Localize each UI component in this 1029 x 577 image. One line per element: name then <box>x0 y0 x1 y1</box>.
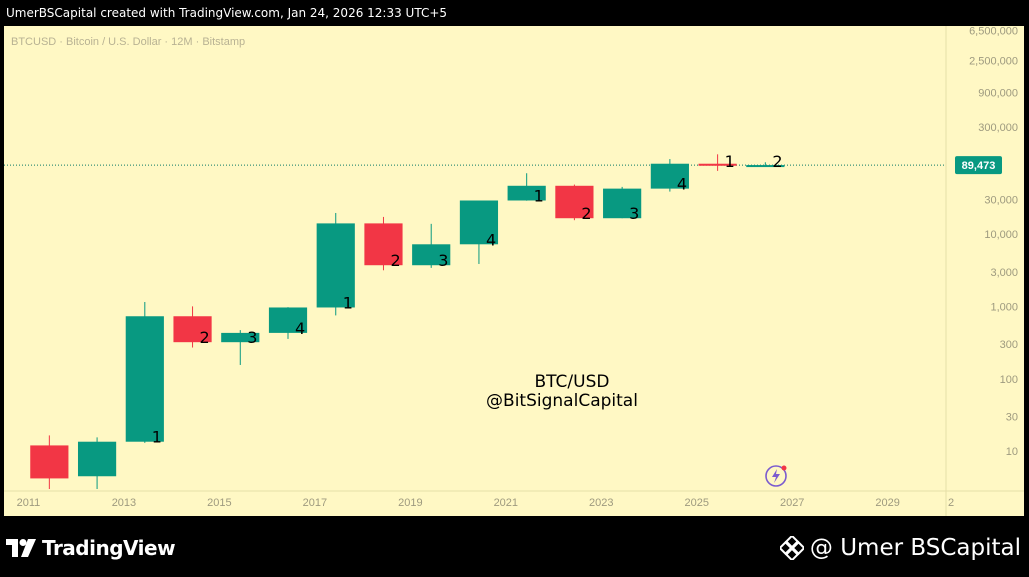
y-tick-label: 6,500,000 <box>969 26 1018 37</box>
y-tick-label: 30,000 <box>984 194 1018 206</box>
wave-count-label: 2 <box>581 204 591 223</box>
chart-title: BTCUSD · Bitcoin / U.S. Dollar · 12M · B… <box>11 36 245 48</box>
wave-count-label: 4 <box>295 319 305 338</box>
candle-body[interactable] <box>555 185 594 219</box>
y-tick-label: 100 <box>1000 374 1018 386</box>
y-tick-label: 10,000 <box>984 229 1018 241</box>
candle-body[interactable] <box>268 307 308 333</box>
y-tick-label: 900,000 <box>978 87 1018 99</box>
last-price-label: 89,473 <box>962 160 996 172</box>
y-tick-label: 30 <box>1006 412 1018 424</box>
tradingview-logo-icon <box>6 539 36 557</box>
wave-count-label: 3 <box>629 204 639 223</box>
x-tick-label: 2025 <box>684 497 708 509</box>
candlestick-chart[interactable]: BTCUSD · Bitcoin / U.S. Dollar · 12M · B… <box>4 26 1024 516</box>
x-tick-label: 2019 <box>398 497 422 509</box>
x-tick-label: 2011 <box>17 497 41 509</box>
header-credit: UmerBSCapital created with TradingView.c… <box>6 6 448 20</box>
x-tick-label: 2017 <box>303 497 327 509</box>
candle-body[interactable] <box>603 188 642 219</box>
x-tick-label: 2023 <box>589 497 613 509</box>
wave-count-label: 4 <box>486 230 496 249</box>
x-tick-label: 2013 <box>112 497 136 509</box>
wave-count-label: 1 <box>725 152 735 171</box>
wave-count-label: 2 <box>390 251 400 270</box>
wave-count-label: 1 <box>152 428 162 447</box>
last-price-tag <box>955 156 1002 175</box>
candle-body[interactable] <box>507 185 546 201</box>
candle-body[interactable] <box>316 223 355 308</box>
x-tick-label: 2027 <box>780 497 804 509</box>
candle-body[interactable] <box>125 316 164 442</box>
chart-frame: BTCUSD · Bitcoin / U.S. Dollar · 12M · B… <box>4 26 1024 516</box>
y-tick-label: 3,000 <box>990 267 1018 279</box>
candle-body[interactable] <box>746 165 785 168</box>
wave-count-label: 3 <box>438 251 448 270</box>
candle-body[interactable] <box>30 445 69 479</box>
tradingview-logo[interactable]: TradingView <box>6 536 176 560</box>
y-tick-label: 2,500,000 <box>969 55 1018 67</box>
footer-bar: TradingView @ Umer BSCapital <box>0 517 1029 577</box>
x-tick-label: 2 <box>948 497 954 509</box>
brand-watermark: @ Umer BSCapital <box>779 535 1021 561</box>
candle-body[interactable] <box>412 244 451 266</box>
candle-body[interactable] <box>221 332 260 343</box>
wave-count-label: 2 <box>200 328 210 347</box>
wave-count-label: 4 <box>677 175 687 194</box>
y-tick-label: 1,000 <box>990 301 1018 313</box>
assistant-sparkle-icon[interactable] <box>765 465 787 487</box>
candle-body[interactable] <box>459 200 499 245</box>
y-tick-label: 10 <box>1006 446 1018 458</box>
x-tick-label: 2029 <box>875 497 899 509</box>
watermark-handle: @BitSignalCapital <box>486 391 638 411</box>
wave-count-label: 1 <box>534 186 544 205</box>
binance-diamond-icon <box>779 536 804 560</box>
x-tick-label: 2015 <box>207 497 231 509</box>
candle-body[interactable] <box>173 316 212 343</box>
candle-body[interactable] <box>650 163 689 189</box>
brand-text: @ Umer BSCapital <box>809 535 1021 561</box>
watermark-pair: BTC/USD <box>535 372 610 392</box>
y-tick-label: 300,000 <box>978 122 1018 134</box>
tradingview-logo-text: TradingView <box>42 536 176 560</box>
top-bar: UmerBSCapital created with TradingView.c… <box>0 0 1029 26</box>
candle-body[interactable] <box>698 163 737 166</box>
wave-count-label: 2 <box>772 152 782 171</box>
wave-count-label: 1 <box>343 293 353 312</box>
candle-body[interactable] <box>364 223 403 266</box>
x-tick-label: 2021 <box>494 497 518 509</box>
wave-count-label: 3 <box>247 328 257 347</box>
y-tick-label: 300 <box>1000 339 1018 351</box>
candle-body[interactable] <box>77 441 117 477</box>
